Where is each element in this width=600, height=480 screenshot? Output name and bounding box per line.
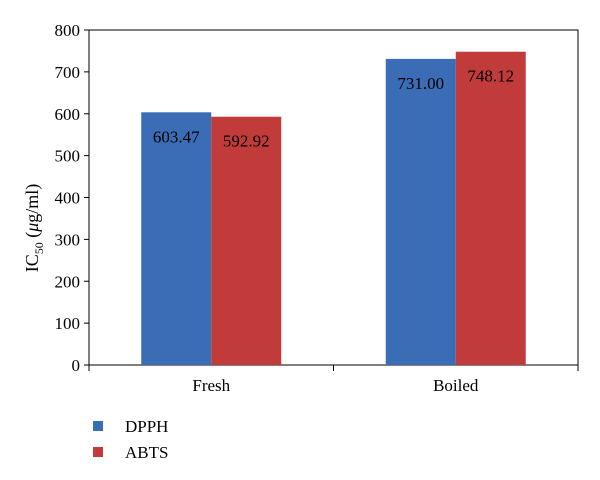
x-tick-label: Boiled <box>433 376 479 395</box>
bar-dpph-boiled <box>385 58 456 366</box>
y-tick-label: 300 <box>55 230 81 249</box>
x-axis: Fresh Boiled <box>88 365 579 395</box>
y-axis-title-unit-open: ( <box>22 232 43 243</box>
legend: DPPH ABTS <box>93 417 168 462</box>
legend-label-dpph: DPPH <box>125 417 168 436</box>
y-axis-title-main: IC <box>22 254 42 272</box>
data-label: 748.12 <box>467 67 514 86</box>
y-axis-title-subscript: 50 <box>32 242 46 254</box>
bar-abts-fresh <box>211 116 282 365</box>
data-label: 592.92 <box>223 132 270 151</box>
legend-swatch-dpph <box>93 421 103 431</box>
y-tick-label: 400 <box>55 189 81 208</box>
data-label: 731.00 <box>397 74 444 93</box>
y-tick-label: 600 <box>55 105 81 124</box>
y-axis-title-mu: μ <box>22 223 42 233</box>
x-tick-label: Fresh <box>192 376 230 395</box>
data-label: 603.47 <box>153 127 200 146</box>
y-tick-label: 100 <box>55 314 81 333</box>
y-tick-label: 0 <box>72 356 81 375</box>
y-tick-label: 500 <box>55 147 81 166</box>
y-tick-label: 800 <box>55 21 81 40</box>
bar-abts-boiled <box>455 51 526 365</box>
y-tick-label: 200 <box>55 272 81 291</box>
y-axis-title-unit-rest: g/ml) <box>22 184 43 223</box>
legend-label-abts: ABTS <box>125 443 168 462</box>
y-tick-label: 700 <box>55 63 81 82</box>
y-axis-title: IC50 (μg/ml) <box>22 184 46 273</box>
bar-dpph-fresh <box>141 112 212 365</box>
bars <box>141 51 526 366</box>
data-labels: 603.47 592.92 731.00 748.12 <box>153 67 514 151</box>
y-axis: 0 100 200 300 400 500 600 700 800 <box>55 21 89 375</box>
legend-swatch-abts <box>93 447 103 457</box>
